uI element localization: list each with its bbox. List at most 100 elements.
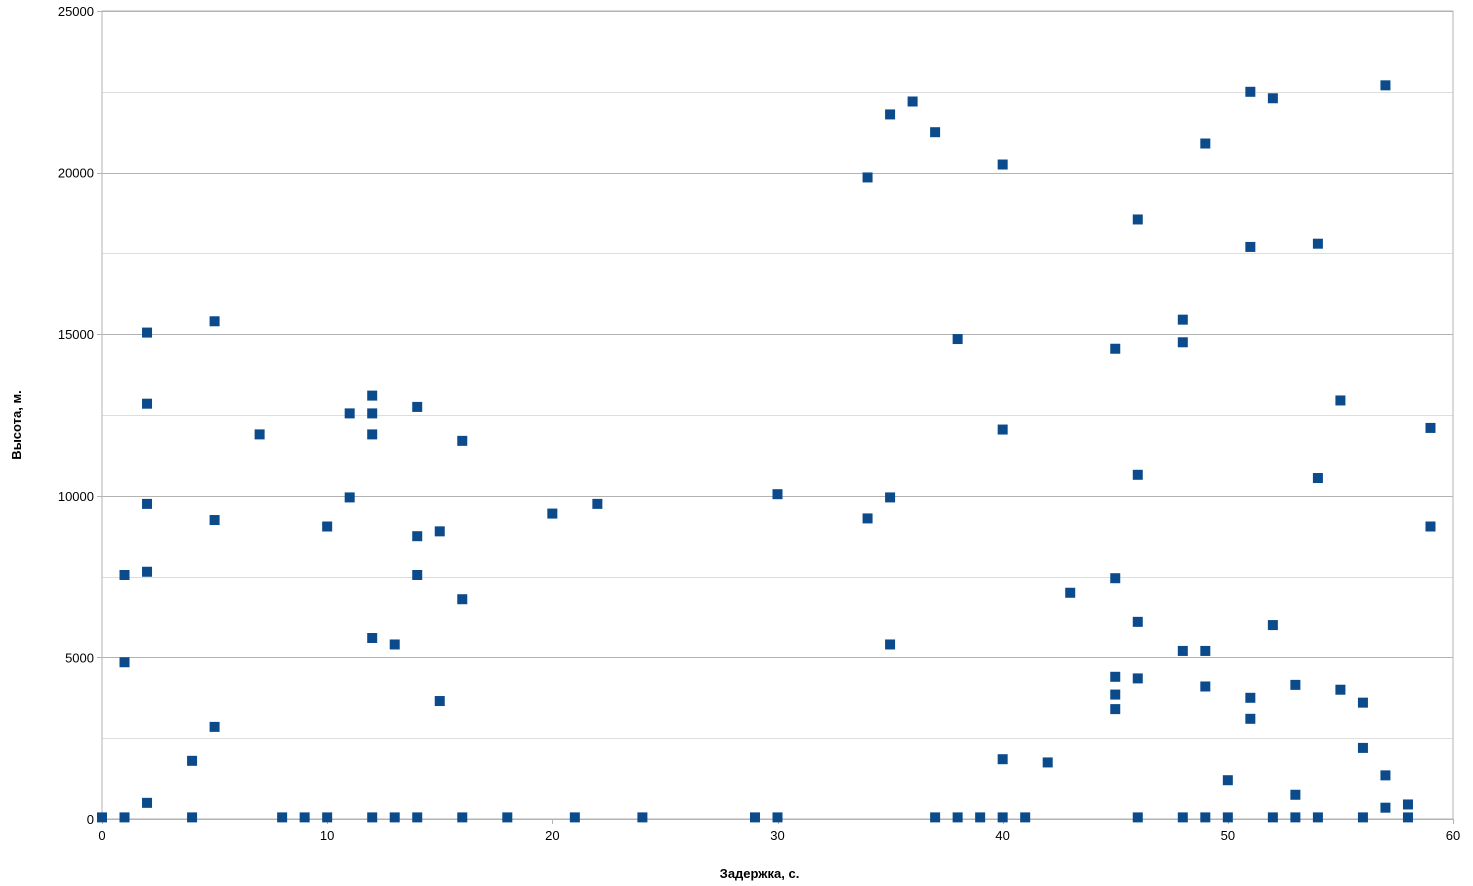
- data-point: [975, 812, 986, 823]
- data-point: [412, 812, 423, 823]
- data-point: [1020, 812, 1031, 823]
- data-point: [1110, 343, 1121, 354]
- x-tick-label: 40: [995, 828, 1009, 843]
- y-axis-title: Высота, м.: [9, 390, 24, 459]
- data-point: [254, 429, 265, 440]
- data-point: [1132, 673, 1143, 684]
- data-point: [637, 812, 648, 823]
- data-point: [322, 812, 333, 823]
- data-point: [907, 96, 918, 107]
- data-point: [1177, 812, 1188, 823]
- data-point: [142, 398, 153, 409]
- data-point: [434, 696, 445, 707]
- data-point: [142, 498, 153, 509]
- data-point: [1222, 775, 1233, 786]
- data-point: [997, 159, 1008, 170]
- data-point: [1380, 770, 1391, 781]
- data-point: [952, 334, 963, 345]
- data-point: [389, 812, 400, 823]
- data-point: [885, 492, 896, 503]
- x-tick-label: 20: [545, 828, 559, 843]
- data-point: [997, 754, 1008, 765]
- data-point: [142, 797, 153, 808]
- x-tick-label: 60: [1446, 828, 1460, 843]
- data-point: [412, 531, 423, 542]
- data-point: [1380, 80, 1391, 91]
- data-point: [930, 127, 941, 138]
- data-point: [772, 489, 783, 500]
- data-point: [1245, 86, 1256, 97]
- data-point: [1290, 789, 1301, 800]
- data-point: [367, 429, 378, 440]
- data-point: [209, 515, 220, 526]
- x-axis-tick-labels: 0 10 20 30 40 50 60: [98, 828, 1460, 843]
- data-point: [1132, 812, 1143, 823]
- data-point: [1222, 812, 1233, 823]
- data-point: [997, 424, 1008, 435]
- data-point: [1402, 812, 1413, 823]
- data-point: [1267, 93, 1278, 104]
- data-point: [1312, 473, 1323, 484]
- data-point: [119, 657, 130, 668]
- data-point: [412, 401, 423, 412]
- data-point: [930, 812, 941, 823]
- data-point: [367, 408, 378, 419]
- data-point: [1132, 214, 1143, 225]
- data-point: [187, 812, 198, 823]
- data-point: [862, 172, 873, 183]
- data-point: [412, 569, 423, 580]
- y-tick-label: 0: [87, 812, 94, 827]
- data-point: [1132, 616, 1143, 627]
- y-tick-label: 20000: [58, 166, 94, 181]
- data-point: [187, 755, 198, 766]
- data-point: [569, 812, 580, 823]
- x-tick-label: 30: [770, 828, 784, 843]
- y-axis-tick-labels: 0 5000 10000 15000 20000 25000: [58, 4, 94, 827]
- data-point: [367, 390, 378, 401]
- data-point: [322, 521, 333, 532]
- data-point: [344, 408, 355, 419]
- data-point: [997, 812, 1008, 823]
- data-point: [97, 812, 107, 823]
- data-point: [344, 492, 355, 503]
- data-point: [502, 812, 513, 823]
- data-point: [772, 812, 783, 823]
- data-point: [1290, 679, 1301, 690]
- y-tick-label: 25000: [58, 4, 94, 19]
- x-tick-label: 0: [98, 828, 105, 843]
- data-point: [547, 508, 558, 519]
- data-point: [1177, 337, 1188, 348]
- data-point: [1290, 812, 1301, 823]
- data-point: [1177, 314, 1188, 325]
- data-point: [1335, 395, 1346, 406]
- data-point: [1267, 620, 1278, 631]
- data-point: [1065, 587, 1076, 598]
- data-points: [97, 80, 1436, 823]
- y-tick-label: 5000: [65, 650, 94, 665]
- data-point: [434, 526, 445, 537]
- data-point: [1357, 742, 1368, 753]
- data-point: [142, 327, 153, 338]
- data-point: [367, 633, 378, 644]
- data-point: [1425, 521, 1436, 532]
- data-point: [209, 316, 220, 327]
- data-point: [277, 812, 288, 823]
- data-point: [389, 639, 400, 650]
- data-point: [209, 721, 220, 732]
- data-point: [1110, 704, 1121, 715]
- data-point: [749, 812, 760, 823]
- x-tick-label: 10: [320, 828, 334, 843]
- data-point: [1380, 802, 1391, 813]
- data-point: [367, 812, 378, 823]
- data-point: [1245, 692, 1256, 703]
- data-point: [1110, 689, 1121, 700]
- data-point: [1177, 645, 1188, 656]
- data-point: [1312, 812, 1323, 823]
- data-point: [1267, 812, 1278, 823]
- data-point: [1335, 684, 1346, 695]
- y-tick-label: 15000: [58, 327, 94, 342]
- data-point: [1357, 812, 1368, 823]
- data-point: [1402, 799, 1413, 810]
- data-point: [592, 498, 603, 509]
